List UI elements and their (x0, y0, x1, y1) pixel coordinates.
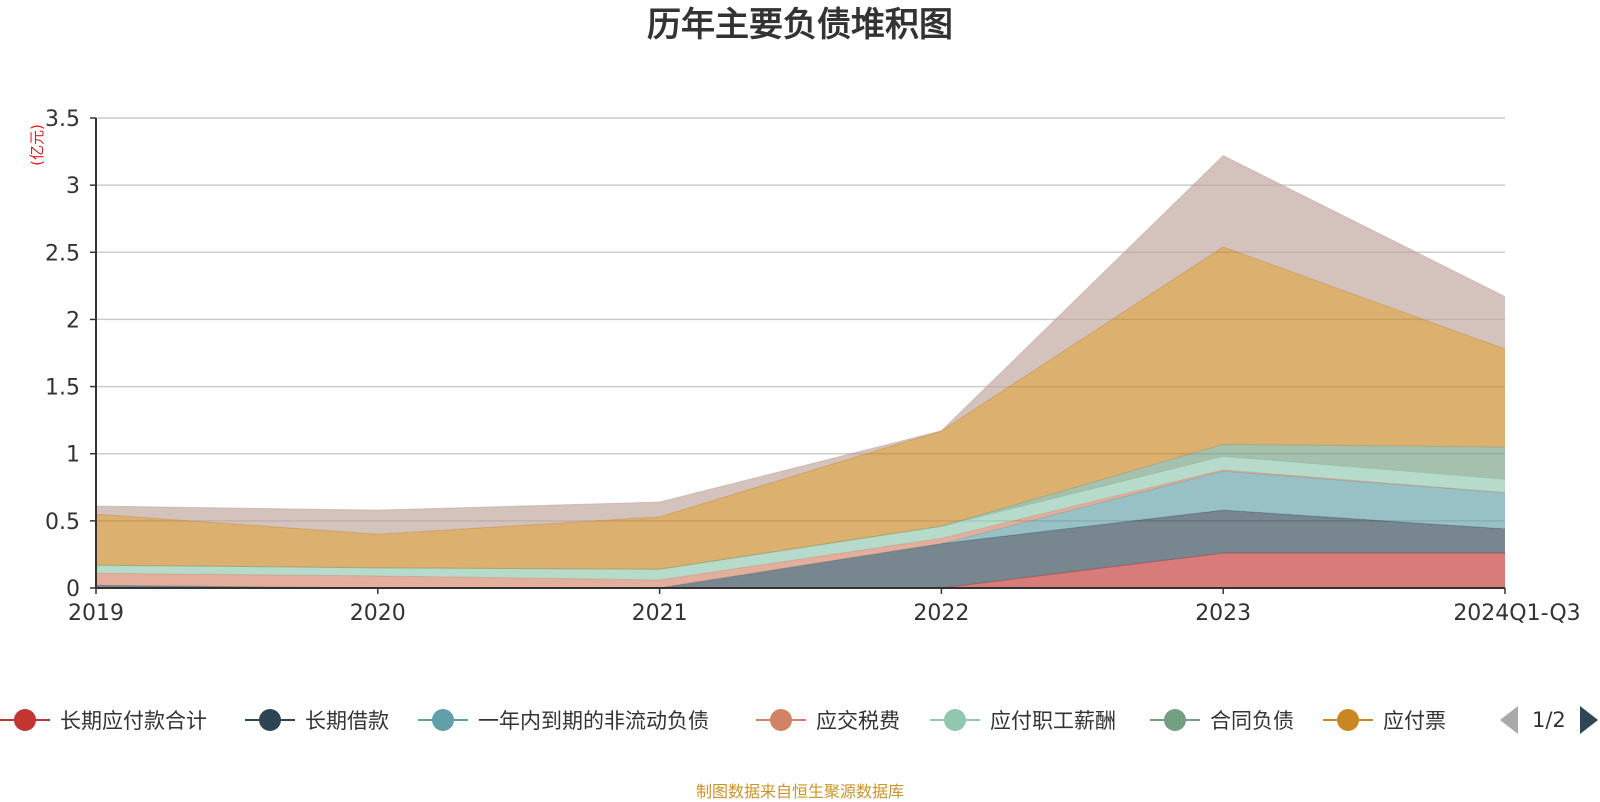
x-tick-label: 2023 (1195, 601, 1251, 626)
area-series-4 (96, 456, 1505, 580)
y-axis-unit-label: (亿元) (28, 124, 46, 166)
legend-label: 合同负债 (1210, 709, 1294, 733)
axes: 0 0.5 1 1.5 2 2.5 3 3.5 2019 2020 2021 2022 2023 2024… (45, 107, 1581, 626)
y-tick-label: 0 (66, 577, 80, 602)
x-tick-label: 2021 (632, 601, 688, 626)
legend-label: 一年内到期的非流动负债 (478, 709, 709, 733)
area-series-7 (96, 155, 1505, 535)
legend: 长期应付款合计 长期借款 一年内到期的非流动负债 应交税费 应付职工薪酬 合同负债 应付票 … (0, 700, 1600, 740)
data-source-note: 制图数据来自恒生聚源数据库 (695, 782, 904, 801)
x-tick-label: 2020 (350, 601, 406, 626)
legend-pager: 1/2 (1500, 700, 1598, 740)
legend-marker-icon (418, 700, 468, 740)
legend-item[interactable]: 应付职工薪酬 (930, 700, 1116, 740)
legend-item[interactable]: 应交税费 (756, 700, 900, 740)
legend-item[interactable]: 合同负债 (1150, 700, 1294, 740)
x-tick-label: 2022 (913, 601, 969, 626)
legend-label: 长期应付款合计 (60, 709, 207, 733)
legend-marker-icon (1150, 700, 1200, 740)
legend-marker-icon (930, 700, 980, 740)
legend-label: 应付职工薪酬 (990, 709, 1116, 733)
legend-label: 应付票 (1383, 709, 1446, 733)
legend-item[interactable]: 长期借款 (245, 700, 389, 740)
chart-title: 历年主要负债堆积图 (647, 5, 953, 45)
legend-item[interactable]: 长期应付款合计 (0, 700, 207, 740)
legend-label: 长期借款 (305, 709, 389, 733)
y-tick-label: 3.5 (45, 107, 80, 132)
legend-item[interactable]: 应付票 (1323, 700, 1446, 740)
legend-item[interactable]: 一年内到期的非流动负债 (418, 700, 709, 740)
y-tick-label: 0.5 (45, 510, 80, 535)
grid-lines (96, 117, 1505, 522)
y-tick-label: 1.5 (45, 376, 80, 401)
area-series-6 (96, 246, 1505, 570)
legend-next-icon[interactable] (1579, 706, 1598, 734)
x-tick-label: 2019 (68, 601, 124, 626)
line-series-7 (95, 154, 1506, 511)
y-tick-label: 3 (66, 174, 80, 199)
x-tick-label: 2024Q1-Q3 (1453, 601, 1580, 626)
stacked-areas (95, 154, 1506, 589)
legend-marker-icon (756, 700, 806, 740)
y-tick-label: 2.5 (45, 241, 80, 266)
area-series-2 (96, 471, 1505, 588)
y-tick-label: 2 (66, 308, 80, 333)
legend-marker-icon (0, 700, 50, 740)
legend-marker-icon (245, 700, 295, 740)
area-series-1 (96, 510, 1505, 588)
legend-prev-icon[interactable] (1500, 706, 1518, 734)
area-series-5 (96, 444, 1505, 570)
legend-marker-icon (1323, 700, 1373, 740)
legend-label: 应交税费 (816, 709, 900, 733)
chart-svg: 历年主要负债堆积图 (亿元) 0 0.5 1 1.5 2 2.5 3 3.5 2019 2020 2… (28, 5, 1581, 626)
y-tick-label: 1 (66, 443, 80, 468)
legend-page-indicator: 1/2 (1532, 708, 1566, 732)
